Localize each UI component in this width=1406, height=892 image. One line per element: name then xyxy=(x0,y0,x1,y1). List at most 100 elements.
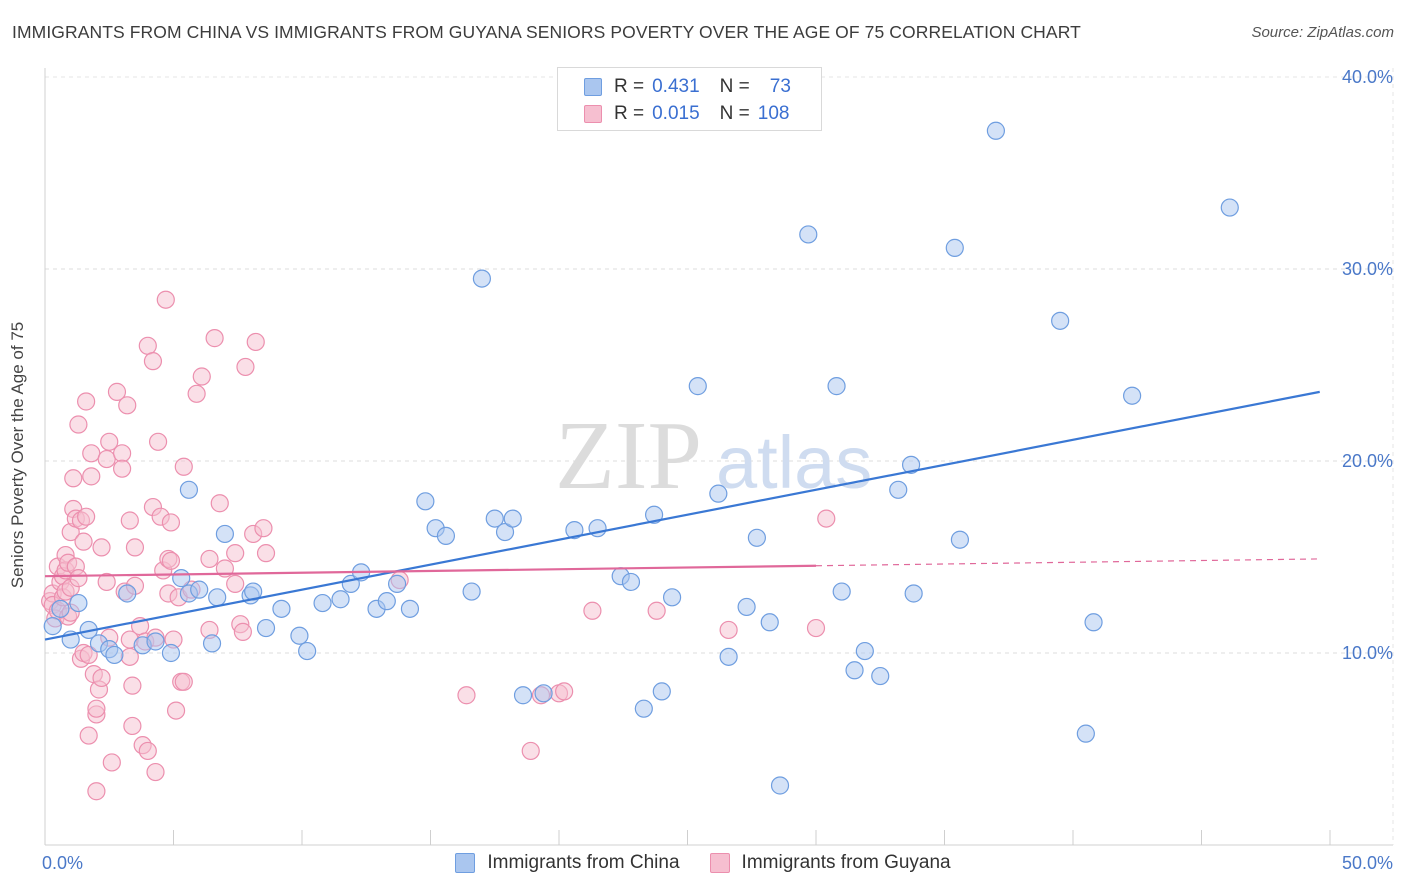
china-point xyxy=(799,225,818,244)
guyana-point xyxy=(77,507,96,526)
china-point xyxy=(215,524,234,544)
china-point xyxy=(161,643,181,663)
watermark-atlas: atlas xyxy=(716,421,872,504)
china-point xyxy=(871,666,890,686)
guyana-point xyxy=(205,329,224,348)
china-point xyxy=(69,593,88,613)
guyana-points xyxy=(41,290,836,801)
guyana-point xyxy=(174,457,193,476)
china-point xyxy=(146,632,165,651)
china-point xyxy=(190,580,209,599)
guyana-point xyxy=(69,569,88,588)
chart-title: IMMIGRANTS FROM CHINA VS IMMIGRANTS FROM… xyxy=(12,22,1081,42)
legend-r-label: R = xyxy=(614,76,645,97)
guyana-point xyxy=(100,432,119,451)
china-point xyxy=(719,647,738,666)
china-swatch xyxy=(584,78,602,96)
china-point xyxy=(770,776,790,795)
legend-r-value: 0.431 xyxy=(652,76,700,97)
china-point xyxy=(845,661,864,680)
china-point xyxy=(688,377,707,396)
china-point xyxy=(1084,613,1103,632)
x-tick-label: 0.0% xyxy=(42,853,83,873)
y-tick-label: 40.0% xyxy=(1342,67,1393,87)
china-point xyxy=(105,645,124,665)
china-point xyxy=(737,597,756,617)
guyana-point xyxy=(457,686,476,705)
legend-item-guyana[interactable]: Immigrants from Guyana xyxy=(709,852,951,874)
guyana-point xyxy=(87,782,106,801)
china-point xyxy=(202,634,222,653)
guyana-point xyxy=(97,572,116,592)
guyana-point xyxy=(77,392,96,411)
guyana-point xyxy=(148,432,168,451)
guyana-point xyxy=(92,668,111,688)
legend-n-label: N = xyxy=(719,76,750,97)
legend-r-label: R = xyxy=(614,103,645,124)
china-point xyxy=(331,590,350,609)
china-point xyxy=(495,522,515,542)
china-point xyxy=(855,641,874,661)
guyana-point xyxy=(125,538,145,557)
china-point xyxy=(662,588,682,607)
guyana-point xyxy=(236,357,255,377)
china-point xyxy=(290,626,309,645)
china-point xyxy=(565,521,584,540)
china-point xyxy=(1076,724,1095,743)
guyana-point xyxy=(200,549,219,569)
guyana-point xyxy=(719,620,738,640)
guyana-point xyxy=(64,469,83,488)
china-point xyxy=(513,686,533,705)
x-tick-label: 50.0% xyxy=(1342,853,1393,873)
china-point xyxy=(400,599,420,618)
guyana-point xyxy=(226,544,245,563)
china-point xyxy=(709,484,728,503)
guyana-point xyxy=(166,701,186,720)
china-point xyxy=(1051,311,1070,330)
china-point xyxy=(462,582,481,601)
legend-n-value: 108 xyxy=(757,103,790,124)
china-point xyxy=(889,480,908,499)
china-point xyxy=(945,238,964,257)
china-point xyxy=(377,592,396,611)
guyana-point xyxy=(138,336,157,355)
guyana-point xyxy=(92,538,111,557)
china-point xyxy=(1220,198,1239,217)
legend-row-guyana: R = 0.015 N = 108 xyxy=(584,102,789,126)
guyana-point xyxy=(146,762,165,782)
y-tick-label: 30.0% xyxy=(1342,259,1393,279)
guyana-point xyxy=(87,699,106,718)
y-tick-label: 10.0% xyxy=(1342,643,1393,663)
guyana-point xyxy=(123,676,142,695)
china-point xyxy=(1123,386,1142,405)
axes xyxy=(44,68,1394,846)
guyana-point xyxy=(210,494,229,513)
guyana-point xyxy=(233,622,252,641)
guyana-point xyxy=(246,332,265,352)
guyana-point xyxy=(123,716,142,736)
china-legend-swatch xyxy=(455,853,476,873)
china-point xyxy=(416,492,435,511)
china-point xyxy=(986,121,1006,140)
china-point xyxy=(179,480,199,499)
legend-item-china[interactable]: Immigrants from China xyxy=(455,852,680,874)
watermark-zip: ZIP xyxy=(555,402,702,510)
guyana-point xyxy=(120,511,139,530)
guyana-point xyxy=(192,367,211,386)
guyana-point xyxy=(107,382,127,401)
watermark: ZIP atlas xyxy=(555,402,872,510)
china-point xyxy=(621,572,641,592)
guyana-point xyxy=(156,290,175,309)
guyana-point xyxy=(161,513,181,532)
guyana-point xyxy=(118,396,137,415)
guyana-point xyxy=(256,544,276,563)
series-legend: Immigrants from China Immigrants from Gu… xyxy=(0,852,1406,874)
china-point xyxy=(634,699,653,718)
guyana-point xyxy=(79,726,98,745)
guyana-point xyxy=(82,467,101,486)
guyana-point xyxy=(806,618,826,638)
china-point xyxy=(298,641,317,661)
guyana-point xyxy=(583,601,602,620)
guyana-point xyxy=(226,574,245,593)
